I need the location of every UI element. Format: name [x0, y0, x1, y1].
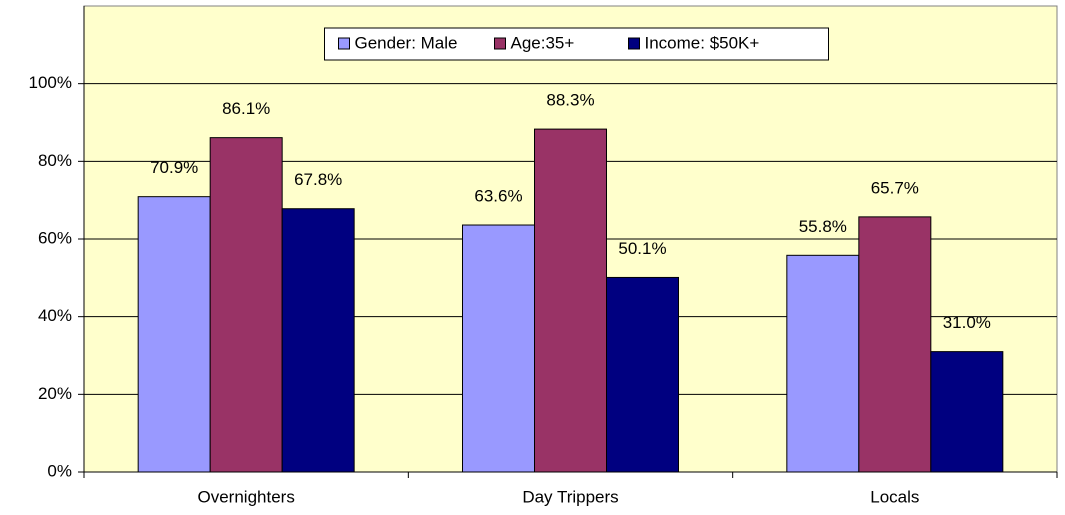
data-label: 63.6% [474, 187, 522, 206]
x-tick-label: Locals [870, 487, 919, 506]
data-label: 65.7% [871, 178, 919, 197]
y-tick-label: 40% [38, 306, 72, 325]
bar [930, 351, 1004, 473]
data-label: 67.8% [294, 170, 342, 189]
y-tick-label: 20% [38, 384, 72, 403]
bar [209, 137, 283, 473]
bar [281, 208, 355, 473]
legend-label: Gender: Male [355, 33, 458, 52]
data-label: 88.3% [546, 91, 594, 110]
bar [786, 254, 860, 473]
data-label: 31.0% [943, 313, 991, 332]
bar [137, 196, 211, 473]
legend-label: Age:35+ [511, 33, 575, 52]
bar [534, 128, 607, 473]
data-label: 86.1% [222, 99, 270, 118]
data-label: 70.9% [150, 158, 198, 177]
legend-swatch [628, 37, 640, 50]
legend-swatch [338, 37, 350, 50]
x-tick-label: Overnighters [198, 487, 295, 506]
bar [462, 224, 535, 473]
legend-swatch [494, 37, 506, 50]
y-tick-label: 100% [29, 73, 72, 92]
legend [324, 27, 829, 61]
bar [858, 216, 932, 473]
legend-label: Income: $50K+ [645, 33, 760, 52]
y-tick-label: 80% [38, 151, 72, 170]
data-label: 55.8% [799, 217, 847, 236]
x-tick-label: Day Trippers [522, 487, 618, 506]
y-tick-label: 60% [38, 228, 72, 247]
data-label: 50.1% [618, 239, 666, 258]
bar [606, 276, 679, 473]
y-tick-label: 0% [47, 461, 72, 480]
